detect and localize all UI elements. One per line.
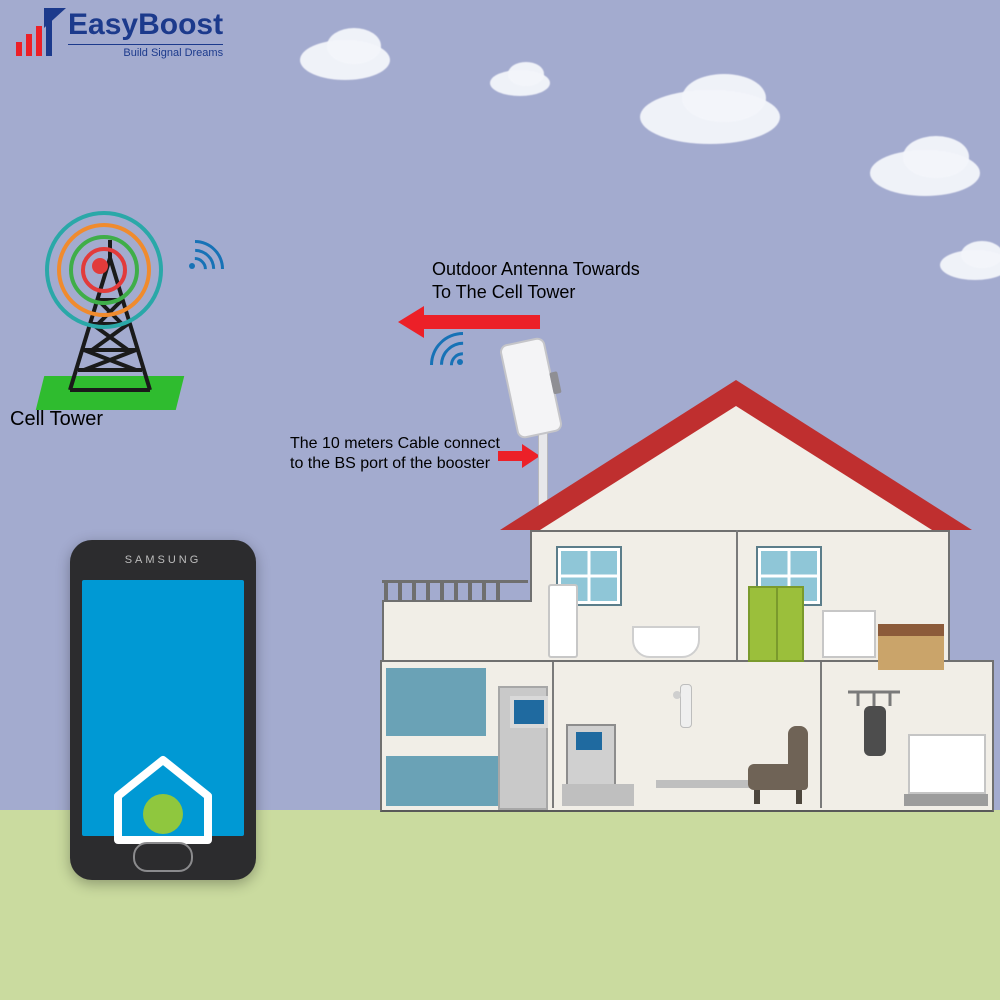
bathtub bbox=[632, 626, 700, 658]
coat-rack bbox=[848, 686, 900, 766]
towel-rack bbox=[548, 584, 578, 658]
wardrobe bbox=[748, 586, 804, 662]
wall-divider bbox=[820, 662, 822, 808]
brand-tagline: Build Signal Dreams bbox=[68, 44, 223, 59]
cloud bbox=[327, 28, 381, 64]
cloud bbox=[903, 136, 969, 177]
wall-divider bbox=[736, 530, 738, 660]
balcony-rails bbox=[384, 580, 526, 602]
brand-logo: EasyBoost Build Signal Dreams bbox=[14, 8, 223, 59]
brand-name: EasyBoost bbox=[68, 8, 223, 42]
phone-house-icon bbox=[108, 750, 218, 851]
roof-inner bbox=[540, 406, 932, 530]
cell-tower-label: Cell Tower bbox=[10, 408, 103, 431]
cloud bbox=[961, 241, 1000, 268]
bed bbox=[878, 624, 944, 670]
phone-illustration: SAMSUNG bbox=[70, 540, 256, 880]
brand-easy: Easy bbox=[68, 8, 138, 41]
kitchen-cabinets-lower bbox=[386, 756, 498, 806]
brand-boost: Boost bbox=[138, 8, 223, 41]
cloud bbox=[508, 62, 544, 85]
indoor-antenna bbox=[680, 684, 692, 728]
screen bbox=[510, 696, 548, 728]
diagram-stage: EasyBoost Build Signal Dreams Cell Tower… bbox=[0, 0, 1000, 1000]
wall-divider bbox=[552, 662, 554, 808]
bench bbox=[904, 794, 988, 806]
booster-table bbox=[562, 784, 634, 806]
cloud bbox=[682, 74, 766, 123]
desk bbox=[656, 780, 756, 788]
outdoor-antenna-note: Outdoor Antenna Towards To The Cell Towe… bbox=[432, 258, 640, 303]
house-cutaway bbox=[380, 380, 990, 810]
logo-mark bbox=[14, 8, 60, 56]
ac-unit bbox=[908, 734, 986, 794]
radiator bbox=[822, 610, 876, 658]
kitchen-cabinets-upper bbox=[386, 668, 486, 736]
booster-display bbox=[576, 732, 602, 750]
balcony bbox=[382, 600, 532, 664]
armchair bbox=[748, 734, 808, 804]
phone-home-button bbox=[133, 842, 193, 872]
signal-ring bbox=[92, 258, 108, 274]
phone-brand-label: SAMSUNG bbox=[70, 554, 256, 566]
cell-tower bbox=[40, 240, 160, 400]
